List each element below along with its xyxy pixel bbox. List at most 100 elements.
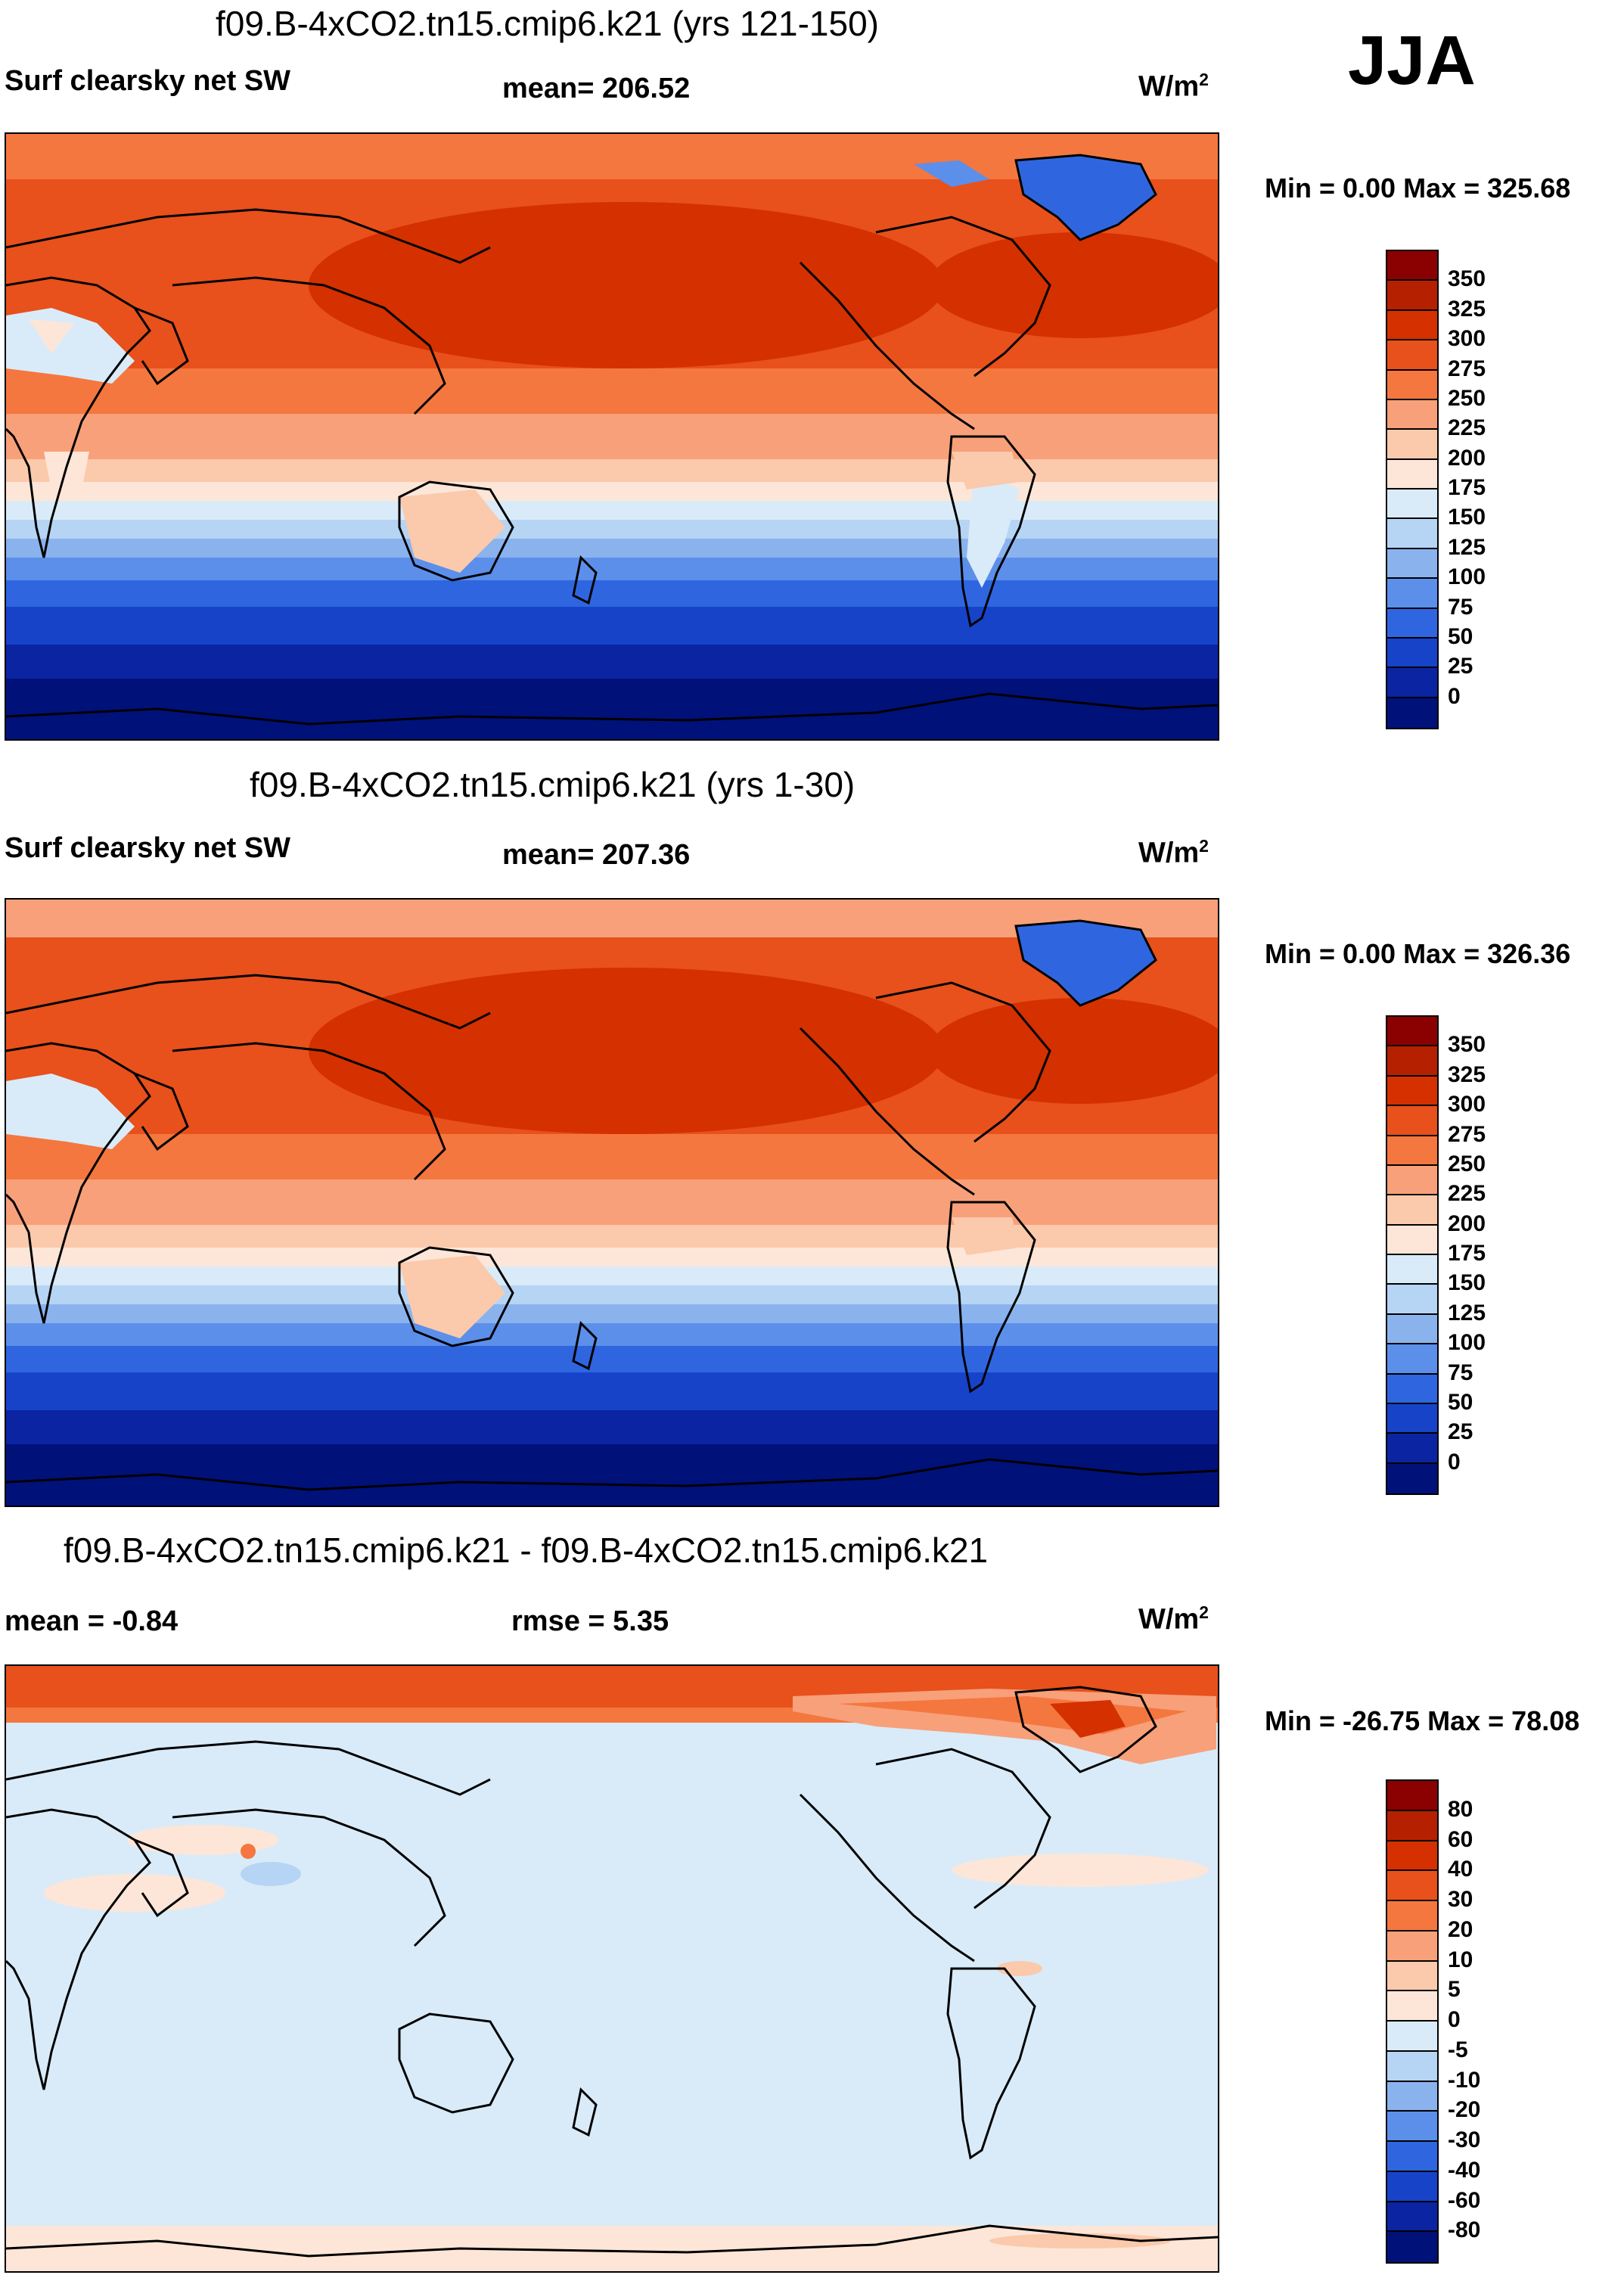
colorbar-swatch xyxy=(1387,1931,1437,1962)
colorbar-tick-label: 0 xyxy=(1448,1449,1461,1475)
colorbar-swatch xyxy=(1387,1285,1437,1315)
colorbar-tick-label: 150 xyxy=(1448,1270,1486,1296)
colorbar-tick-label: 100 xyxy=(1448,1330,1486,1356)
colorbar-tick-label: 325 xyxy=(1448,1061,1486,1087)
panel-1-map xyxy=(5,132,1219,741)
colorbar-swatch xyxy=(1387,698,1437,728)
colorbar-swatch xyxy=(1387,251,1437,281)
panel-2-units: W/m2 xyxy=(1138,836,1209,869)
colorbar-tick-label: 20 xyxy=(1448,1916,1473,1942)
panel-1-variable-label: Surf clearsky net SW xyxy=(5,65,291,97)
colorbar-tick-label: 275 xyxy=(1448,1121,1486,1147)
panel-2-title: f09.B-4xCO2.tn15.cmip6.k21 (yrs 1-30) xyxy=(250,765,855,804)
colorbar-swatch xyxy=(1387,1046,1437,1077)
colorbar-tick-label: 225 xyxy=(1448,415,1486,441)
colorbar-tick-label: 50 xyxy=(1448,623,1473,649)
colorbar-tick-label: 25 xyxy=(1448,1419,1473,1445)
colorbar-tick-label: 60 xyxy=(1448,1826,1473,1852)
colorbar-swatch xyxy=(1387,1901,1437,1931)
colorbar-swatch xyxy=(1387,549,1437,580)
colorbar-tick-label: -20 xyxy=(1448,2097,1481,2123)
colorbar-tick-label: 250 xyxy=(1448,1151,1486,1176)
colorbar-swatch xyxy=(1387,1017,1437,1047)
colorbar-swatch xyxy=(1387,1255,1437,1285)
colorbar-tick-label: 50 xyxy=(1448,1389,1473,1415)
colorbar-tick-label: 200 xyxy=(1448,1210,1486,1236)
colorbar-tick-label: 125 xyxy=(1448,534,1486,560)
panel-2-min-max: Min = 0.00 Max = 326.36 xyxy=(1265,938,1571,969)
panel-2-field xyxy=(6,900,1218,1506)
colorbar-tick-label: 200 xyxy=(1448,445,1486,471)
colorbar-tick-label: 175 xyxy=(1448,475,1486,500)
colorbar-tick-label: 10 xyxy=(1448,1947,1473,1972)
colorbar-swatch xyxy=(1387,1225,1437,1255)
colorbar-tick-label: 300 xyxy=(1448,1092,1486,1117)
panel-2-colorbar xyxy=(1386,1015,1439,1495)
colorbar-swatch xyxy=(1387,2171,1437,2202)
colorbar-swatch xyxy=(1387,519,1437,549)
colorbar-swatch xyxy=(1387,370,1437,400)
colorbar-swatch xyxy=(1387,1106,1437,1136)
colorbar-swatch xyxy=(1387,310,1437,341)
panel-3-mean-label: mean = -0.84 xyxy=(5,1605,179,1637)
colorbar-tick-label: -10 xyxy=(1448,2067,1481,2093)
panel-1-colorbar xyxy=(1386,250,1439,729)
panel-1-field xyxy=(6,134,1218,739)
colorbar-swatch xyxy=(1387,2202,1437,2233)
colorbar-tick-label: 40 xyxy=(1448,1857,1473,1882)
colorbar-swatch xyxy=(1387,638,1437,669)
panel-2-variable-label: Surf clearsky net SW xyxy=(5,832,291,864)
colorbar-tick-label: 250 xyxy=(1448,385,1486,411)
colorbar-swatch xyxy=(1387,1434,1437,1464)
colorbar-tick-label: 75 xyxy=(1448,1360,1473,1385)
colorbar-swatch xyxy=(1387,1991,1437,2022)
colorbar-swatch xyxy=(1387,399,1437,430)
colorbar-tick-label: 325 xyxy=(1448,296,1486,322)
colorbar-swatch xyxy=(1387,1165,1437,1196)
colorbar-tick-label: 150 xyxy=(1448,505,1486,530)
colorbar-tick-label: -30 xyxy=(1448,2127,1481,2152)
colorbar-swatch xyxy=(1387,608,1437,639)
colorbar-swatch xyxy=(1387,430,1437,460)
colorbar-tick-label: 100 xyxy=(1448,564,1486,590)
colorbar-swatch xyxy=(1387,1463,1437,1493)
colorbar-swatch xyxy=(1387,1344,1437,1375)
colorbar-tick-label: -5 xyxy=(1448,2037,1468,2062)
colorbar-swatch xyxy=(1387,1961,1437,1992)
colorbar-swatch xyxy=(1387,340,1437,371)
colorbar-swatch xyxy=(1387,1871,1437,1901)
panel-3-colorbar xyxy=(1386,1779,1439,2264)
panel-3-units: W/m2 xyxy=(1138,1602,1209,1636)
colorbar-swatch xyxy=(1387,1841,1437,1872)
colorbar-swatch xyxy=(1387,2081,1437,2112)
colorbar-swatch xyxy=(1387,1076,1437,1107)
colorbar-swatch xyxy=(1387,459,1437,489)
colorbar-swatch xyxy=(1387,2142,1437,2172)
colorbar-tick-label: 0 xyxy=(1448,2007,1461,2032)
colorbar-swatch xyxy=(1387,281,1437,311)
colorbar-swatch xyxy=(1387,1374,1437,1404)
colorbar-tick-label: 0 xyxy=(1448,683,1461,709)
colorbar-tick-label: 80 xyxy=(1448,1796,1473,1822)
panel-3-rmse-label: rmse = 5.35 xyxy=(511,1605,669,1637)
colorbar-swatch xyxy=(1387,1195,1437,1226)
colorbar-swatch xyxy=(1387,2112,1437,2142)
colorbar-tick-label: 75 xyxy=(1448,594,1473,620)
colorbar-swatch xyxy=(1387,1314,1437,1345)
colorbar-swatch xyxy=(1387,1781,1437,1811)
colorbar-swatch xyxy=(1387,2022,1437,2052)
panel-3-title: f09.B-4xCO2.tn15.cmip6.k21 - f09.B-4xCO2… xyxy=(64,1531,989,1570)
panel-1-title: f09.B-4xCO2.tn15.cmip6.k21 (yrs 121-150) xyxy=(216,4,879,43)
colorbar-tick-label: -80 xyxy=(1448,2217,1481,2243)
colorbar-tick-label: 25 xyxy=(1448,654,1473,679)
colorbar-swatch xyxy=(1387,2232,1437,2262)
colorbar-tick-label: 30 xyxy=(1448,1887,1473,1912)
colorbar-tick-label: 225 xyxy=(1448,1181,1486,1207)
panel-1-units: W/m2 xyxy=(1138,70,1209,103)
colorbar-tick-label: -40 xyxy=(1448,2157,1481,2183)
colorbar-swatch xyxy=(1387,1136,1437,1166)
panel-1-min-max: Min = 0.00 Max = 325.68 xyxy=(1265,172,1571,204)
colorbar-tick-label: 275 xyxy=(1448,356,1486,381)
colorbar-swatch xyxy=(1387,1810,1437,1841)
panel-2-map xyxy=(5,898,1219,1507)
